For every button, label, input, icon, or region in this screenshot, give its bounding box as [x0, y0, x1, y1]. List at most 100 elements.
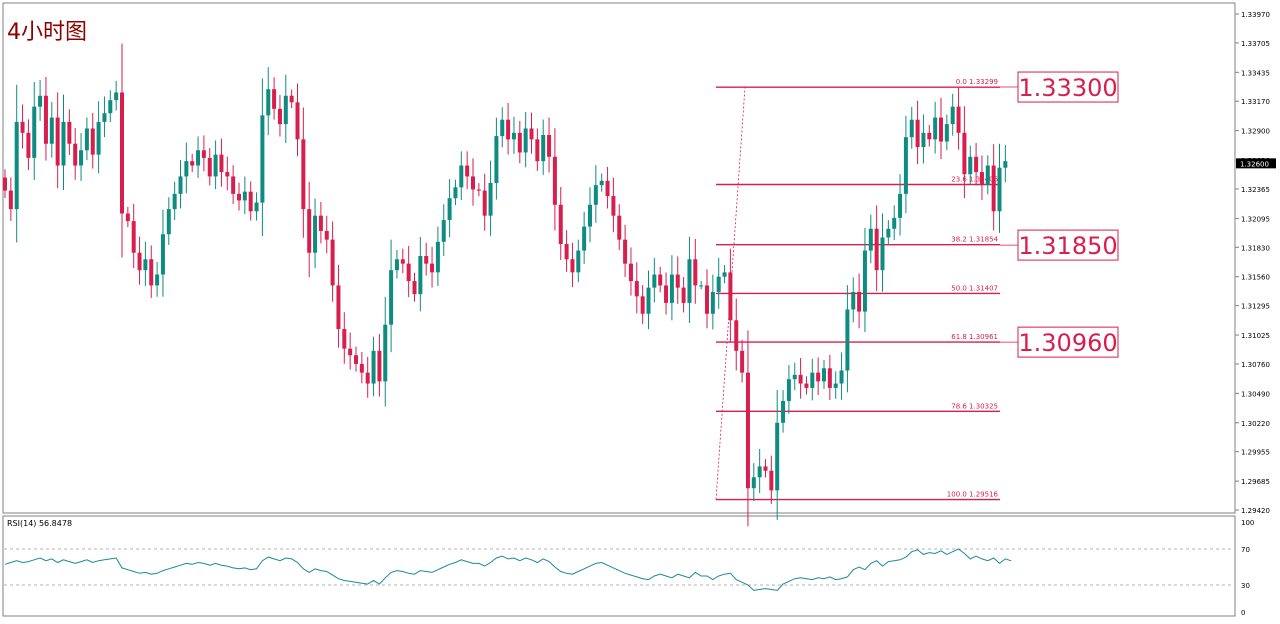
- candle-bear: [804, 383, 809, 388]
- candle-bear: [295, 102, 300, 140]
- chart-title: 4小时图: [7, 20, 87, 45]
- candle-bull: [394, 259, 399, 271]
- candle-bull: [933, 117, 938, 140]
- candle-bull: [669, 274, 674, 303]
- rsi-tick-label: 100: [1241, 519, 1254, 527]
- candle-bull: [184, 161, 189, 177]
- rsi-panel-frame: [2, 515, 1236, 617]
- candle-bear: [412, 281, 417, 295]
- y-tick-label: 1.31025: [1241, 332, 1270, 340]
- candle-bull: [389, 270, 394, 325]
- candle-bear: [219, 154, 224, 173]
- candle-bear: [471, 176, 475, 190]
- candle-bear: [628, 263, 633, 282]
- candle-bear: [359, 363, 364, 373]
- candle-bear: [207, 157, 212, 177]
- candle-bear: [611, 196, 616, 216]
- candle-bear: [640, 296, 645, 314]
- candle-bull: [810, 372, 815, 388]
- candle-bear: [570, 259, 575, 273]
- candle-bull: [500, 119, 505, 137]
- candle-bull: [716, 276, 721, 292]
- candle-bear: [927, 132, 932, 140]
- key-level-value: 1.31850: [1018, 232, 1117, 260]
- candle-bull: [160, 234, 165, 275]
- candle-bear: [55, 117, 60, 166]
- candle-bear: [125, 213, 130, 222]
- y-tick-label: 1.32095: [1241, 215, 1270, 223]
- candle-bear: [120, 92, 124, 214]
- y-tick-label: 1.29685: [1241, 478, 1270, 486]
- candle-bull: [687, 259, 692, 303]
- candle-bull: [710, 291, 715, 314]
- candle-bull: [757, 466, 762, 478]
- candle-bull: [84, 128, 89, 151]
- y-tick-label: 1.33170: [1241, 98, 1270, 106]
- candle-bear: [517, 132, 522, 153]
- candle-bull: [541, 135, 546, 162]
- candle-bull: [143, 259, 148, 271]
- candle-bull: [833, 383, 838, 388]
- candle-bull: [588, 204, 592, 227]
- price-axis: 1.33970 1.33705 1.33435 1.33170 1.32900 1.326…: [1235, 11, 1276, 515]
- candle-bull: [898, 193, 903, 218]
- main-panel-frame: [2, 2, 1236, 514]
- candle-bull: [851, 291, 856, 310]
- candle-bull: [997, 167, 1002, 212]
- candle-bear: [43, 95, 48, 144]
- candle-bull: [909, 119, 914, 138]
- candle-bear: [974, 156, 979, 173]
- y-tick-label: 1.29955: [1241, 449, 1270, 457]
- candle-bull: [523, 128, 528, 153]
- y-tick-label: 1.31295: [1241, 303, 1270, 311]
- candle-bear: [248, 191, 253, 212]
- candle-bear: [564, 244, 569, 260]
- candle-bull: [371, 350, 376, 384]
- candle-bear: [377, 350, 382, 382]
- candle-bear: [658, 274, 663, 286]
- candle-bull: [32, 106, 37, 158]
- candle-bear: [149, 259, 154, 286]
- candle-bear: [798, 374, 803, 384]
- candle-bull: [14, 121, 19, 210]
- candle-bear: [482, 190, 487, 216]
- candle-bear: [406, 263, 411, 282]
- candle-bear: [535, 139, 540, 162]
- candle-bear: [734, 320, 739, 351]
- candle-bull: [283, 95, 288, 125]
- y-tick-label: 1.33705: [1241, 40, 1270, 48]
- candle-bear: [73, 143, 78, 166]
- candle-bull: [441, 220, 446, 242]
- candle-bear: [424, 256, 429, 264]
- fib-label: 78.6 1.30325: [951, 402, 998, 410]
- candle-bull: [652, 274, 657, 288]
- y-tick-label: 1.29420: [1241, 507, 1270, 515]
- candle-bull: [108, 100, 113, 114]
- candle-bear: [506, 119, 511, 140]
- candle-bull: [722, 272, 727, 277]
- candle-bear: [465, 165, 470, 177]
- candle-bear: [769, 470, 774, 491]
- candle-bear: [939, 117, 943, 142]
- fib-label: 38.2 1.31854: [951, 236, 998, 244]
- candle-bear: [190, 161, 195, 166]
- candle-bear: [705, 285, 709, 314]
- candle-bear: [67, 121, 72, 144]
- candle-bear: [675, 274, 680, 288]
- candle-bear: [318, 215, 323, 231]
- candle-bull: [845, 309, 850, 371]
- candle-bull: [593, 185, 598, 205]
- candle-bear: [231, 176, 236, 194]
- candle-bull: [453, 187, 458, 199]
- candle-bear: [915, 119, 920, 147]
- candle-bull: [242, 191, 247, 201]
- candle-bear: [617, 215, 622, 240]
- rsi-tick-label: 0: [1241, 609, 1245, 617]
- candle-bear: [342, 329, 347, 349]
- candle-bear: [201, 150, 206, 158]
- candle-bear: [991, 165, 996, 212]
- candle-bull: [178, 176, 183, 194]
- candle-bear: [8, 190, 13, 210]
